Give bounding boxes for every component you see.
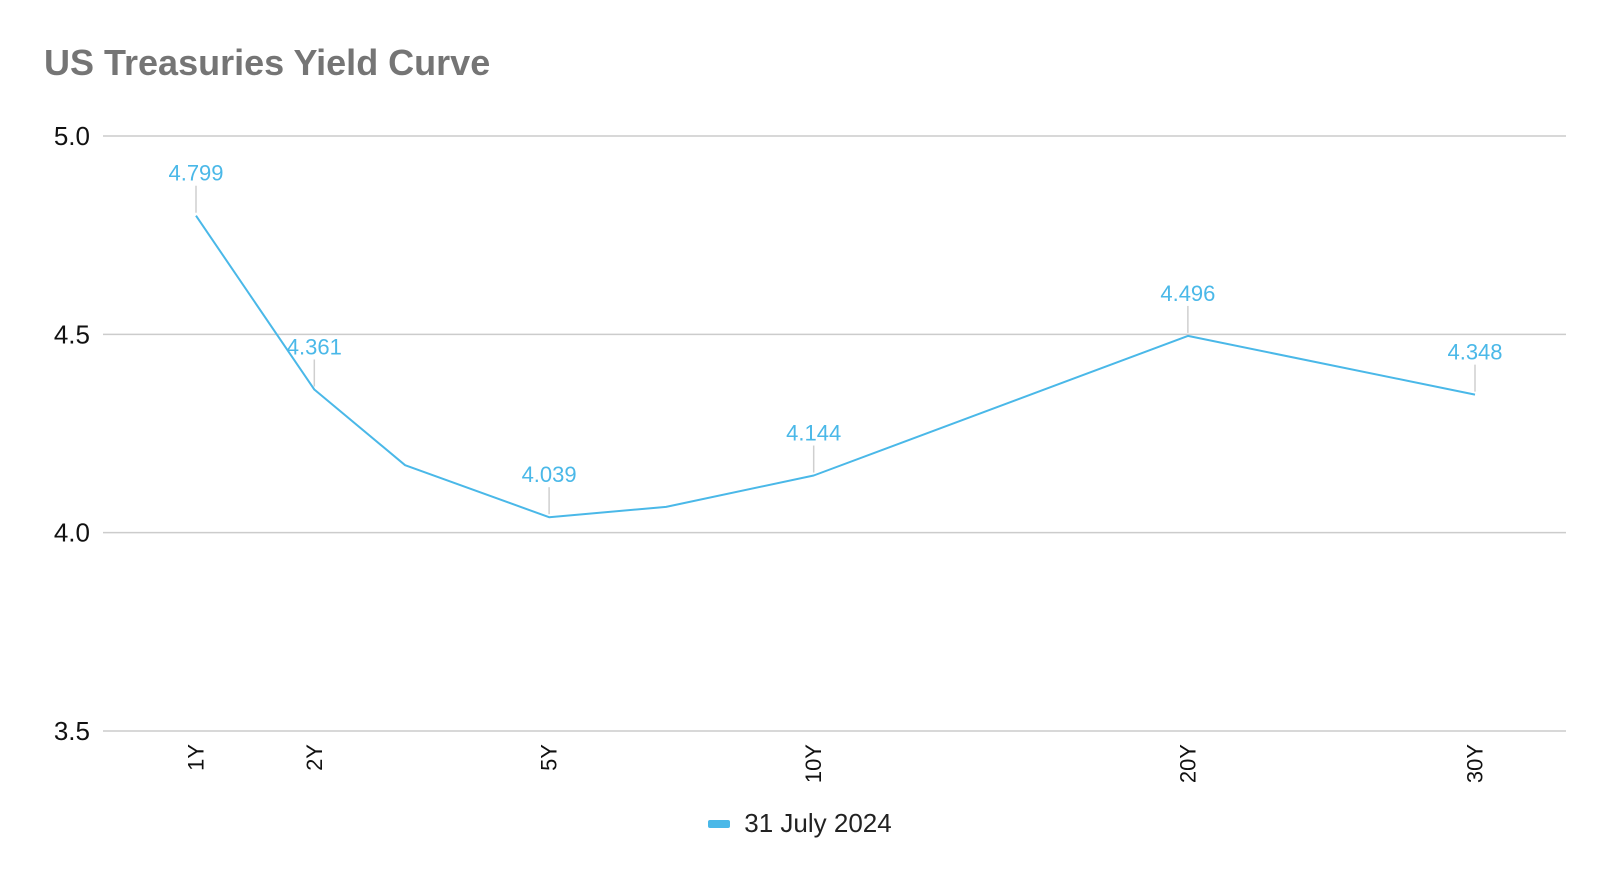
- data-label: 4.039: [522, 462, 577, 487]
- x-axis-ticks: 1Y 2Y 5Y 10Y 20Y 30Y: [184, 744, 1488, 783]
- legend-swatch: [708, 819, 731, 828]
- x-tick-label: 30Y: [1463, 744, 1488, 783]
- data-labels: 4.799 4.361 4.039 4.144 4.496 4.348: [168, 161, 1503, 515]
- grid-layer: [103, 135, 1566, 732]
- y-tick-label: 3.5: [54, 716, 90, 746]
- y-axis-ticks: 3.5 4.0 4.5 5.0: [54, 121, 90, 746]
- data-label: 4.496: [1160, 281, 1215, 306]
- series-line-31-july-2024: [195, 215, 1476, 519]
- chart-title: US Treasuries Yield Curve: [44, 42, 491, 83]
- y-tick-label: 4.5: [54, 319, 90, 349]
- data-label: 4.799: [168, 161, 223, 186]
- data-label: 4.348: [1447, 340, 1502, 365]
- x-tick-label: 5Y: [537, 744, 562, 771]
- data-label: 4.144: [786, 421, 841, 446]
- legend-label: 31 July 2024: [744, 808, 892, 838]
- legend: 31 July 2024: [0, 808, 1600, 839]
- x-tick-label: 1Y: [184, 744, 209, 771]
- series-layer: [195, 215, 1476, 519]
- data-label: 4.361: [287, 334, 342, 359]
- x-tick-label: 20Y: [1175, 744, 1200, 783]
- y-tick-label: 5.0: [54, 121, 90, 151]
- x-tick-label: 2Y: [302, 744, 327, 771]
- x-tick-label: 10Y: [801, 744, 826, 783]
- y-tick-label: 4.0: [54, 518, 90, 548]
